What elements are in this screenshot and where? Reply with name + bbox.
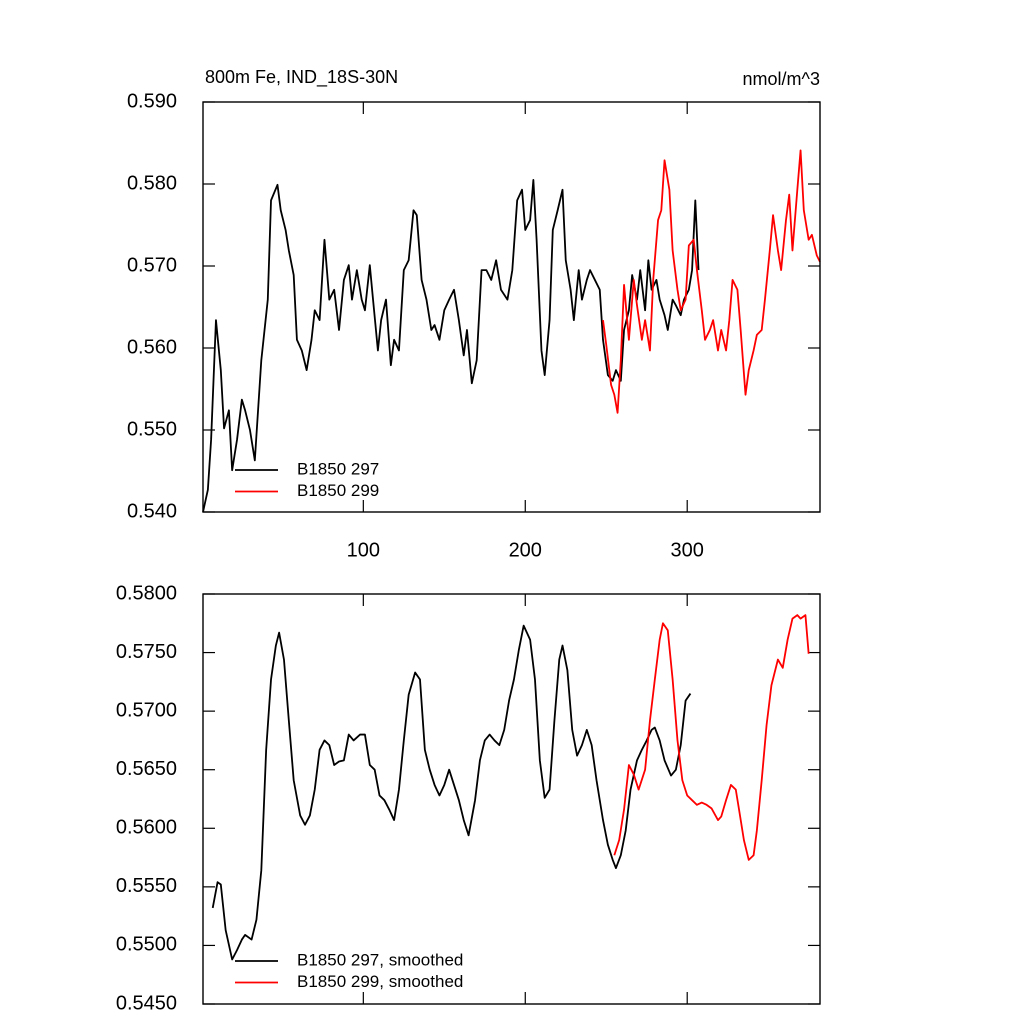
y-tick-label: 0.580 <box>127 172 177 194</box>
y-tick-label: 0.590 <box>127 90 177 112</box>
y-tick-label: 0.5550 <box>116 875 177 897</box>
y-tick-label: 0.5700 <box>116 699 177 721</box>
data-line <box>202 179 700 513</box>
data-line <box>613 614 810 861</box>
y-tick-label: 0.570 <box>127 254 177 276</box>
y-tick-label: 0.5600 <box>116 817 177 839</box>
y-tick-label: 0.540 <box>127 500 177 522</box>
x-tick-label: 300 <box>671 539 704 561</box>
legend-label: B1850 299, smoothed <box>297 972 463 991</box>
y-tick-label: 0.550 <box>127 418 177 440</box>
y-tick-label: 0.560 <box>127 336 177 358</box>
legend-label: B1850 299 <box>297 481 379 500</box>
chart-title: 800m Fe, IND_18S-30N <box>205 67 398 88</box>
plot-frame <box>202 593 821 1005</box>
y-tick-label: 0.5650 <box>116 758 177 780</box>
y-tick-label: 0.5750 <box>116 641 177 663</box>
y-tick-label: 0.5450 <box>116 992 177 1014</box>
y-tick-label: 0.5800 <box>116 582 177 604</box>
units-label: nmol/m^3 <box>743 69 820 89</box>
data-line <box>211 624 692 961</box>
plot-frame <box>202 101 821 513</box>
legend-label: B1850 297, smoothed <box>297 950 463 969</box>
x-tick-label: 100 <box>347 539 380 561</box>
y-tick-label: 0.5500 <box>116 934 177 956</box>
legend-label: B1850 297 <box>297 459 379 478</box>
x-tick-label: 200 <box>509 539 542 561</box>
data-line <box>602 149 821 414</box>
